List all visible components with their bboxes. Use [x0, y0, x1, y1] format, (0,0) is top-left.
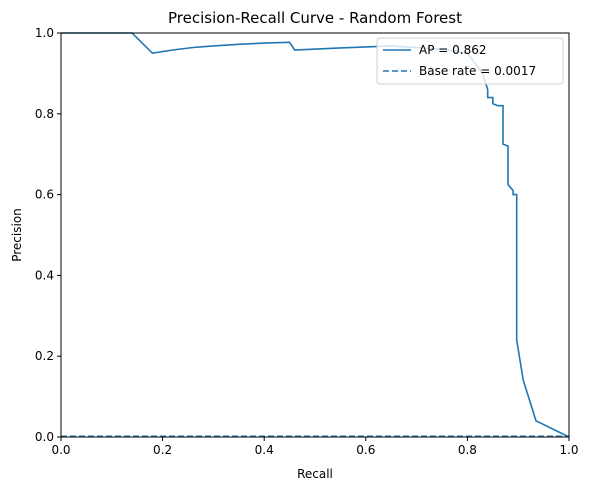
- legend: AP = 0.862 Base rate = 0.0017: [376, 37, 564, 85]
- y-tick-label: 1.0: [35, 26, 54, 40]
- x-tick-label: 0.6: [356, 443, 375, 457]
- axis-ticks: 0.0 0.2 0.4 0.6 0.8 1.0 0.0 0.2 0.4 0.6 0.8 1.0: [35, 26, 579, 457]
- x-tick-label: 0.4: [255, 443, 274, 457]
- x-tick-label: 0.8: [458, 443, 477, 457]
- y-axis-label: Precision: [10, 208, 24, 262]
- y-tick-label: 0.2: [35, 349, 54, 363]
- y-tick-label: 0.0: [35, 430, 54, 444]
- y-tick-label: 0.8: [35, 107, 54, 121]
- x-tick-label: 0.2: [153, 443, 172, 457]
- x-tick-label: 1.0: [559, 443, 578, 457]
- chart-title: Precision-Recall Curve - Random Forest: [168, 9, 462, 27]
- x-axis-label: Recall: [297, 467, 333, 481]
- y-tick-label: 0.4: [35, 268, 54, 282]
- x-tick-label: 0.0: [51, 443, 70, 457]
- legend-box: [376, 37, 564, 85]
- legend-label-1: Base rate = 0.0017: [419, 64, 536, 78]
- series-line-0: [61, 32, 570, 438]
- plot-frame: [60, 32, 570, 438]
- y-tick-label: 0.6: [35, 188, 54, 202]
- series-lines: [61, 32, 570, 438]
- legend-label-0: AP = 0.862: [419, 43, 486, 57]
